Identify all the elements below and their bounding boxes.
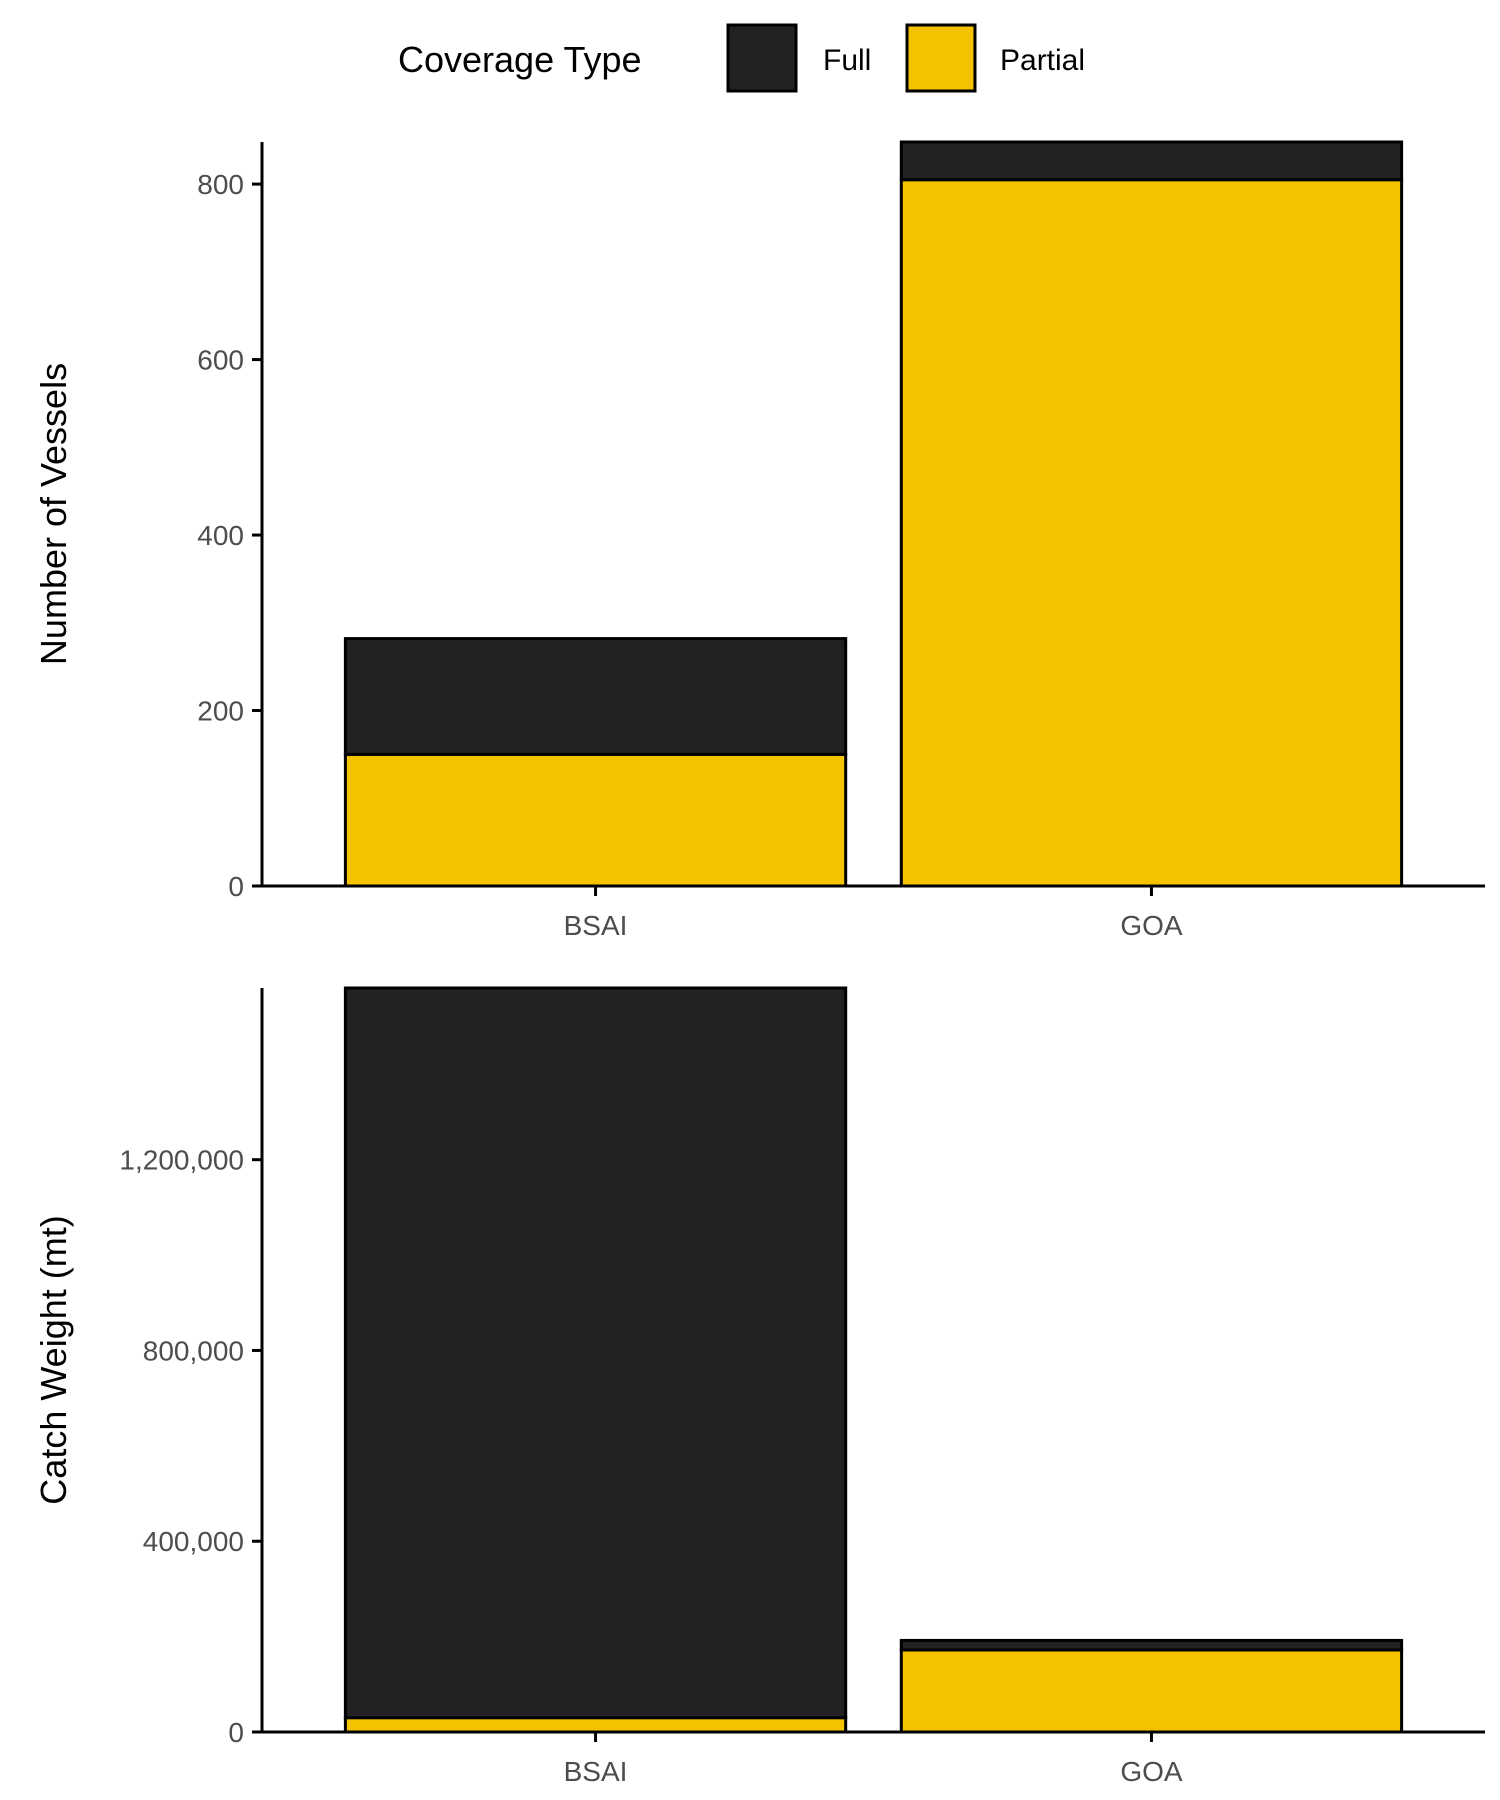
y-tick-label: 600 bbox=[197, 345, 244, 376]
legend-title: Coverage Type bbox=[398, 39, 642, 80]
x-tick-label-bsai: BSAI bbox=[564, 910, 628, 941]
bar-bsai-partial bbox=[343, 752, 848, 888]
panel-catch-weight: 0 400,000 800,000 1,200,000 BSAI GOA Catch Wei… bbox=[33, 986, 1485, 1787]
y-tick-label: 1,200,000 bbox=[119, 1145, 244, 1176]
x-tick-label-goa: GOA bbox=[1120, 910, 1183, 941]
y-tick-label: 400 bbox=[197, 520, 244, 551]
y-tick-label: 800 bbox=[197, 169, 244, 200]
panel-vessels: 0 200 400 600 800 BSAI GOA Number of Vessels bbox=[33, 140, 1485, 941]
legend-swatch-full bbox=[726, 23, 798, 93]
y-tick-label: 800,000 bbox=[143, 1335, 244, 1366]
y-tick-label: 0 bbox=[228, 1717, 244, 1748]
y-tick-label: 400,000 bbox=[143, 1526, 244, 1557]
y-tick-label: 200 bbox=[197, 696, 244, 727]
legend-swatch-partial bbox=[905, 23, 977, 93]
bar-bsai-full bbox=[343, 986, 848, 1720]
bar-goa-partial bbox=[899, 178, 1404, 888]
x-tick-label-bsai: BSAI bbox=[564, 1756, 628, 1787]
y-axis-title: Catch Weight (mt) bbox=[33, 1215, 74, 1504]
y-axis-title: Number of Vessels bbox=[33, 363, 74, 665]
bar-bsai-partial bbox=[343, 1716, 848, 1734]
legend-label-full: Full bbox=[823, 44, 871, 77]
bar-goa-full bbox=[899, 1638, 1404, 1652]
legend-label-partial: Partial bbox=[1000, 44, 1085, 77]
legend: Coverage Type Full Partial bbox=[398, 23, 1085, 93]
bar-goa-partial bbox=[899, 1648, 1404, 1734]
y-tick-label: 0 bbox=[228, 871, 244, 902]
bar-bsai-full bbox=[343, 637, 848, 756]
bar-goa-full bbox=[899, 140, 1404, 182]
x-tick-label-goa: GOA bbox=[1120, 1756, 1183, 1787]
